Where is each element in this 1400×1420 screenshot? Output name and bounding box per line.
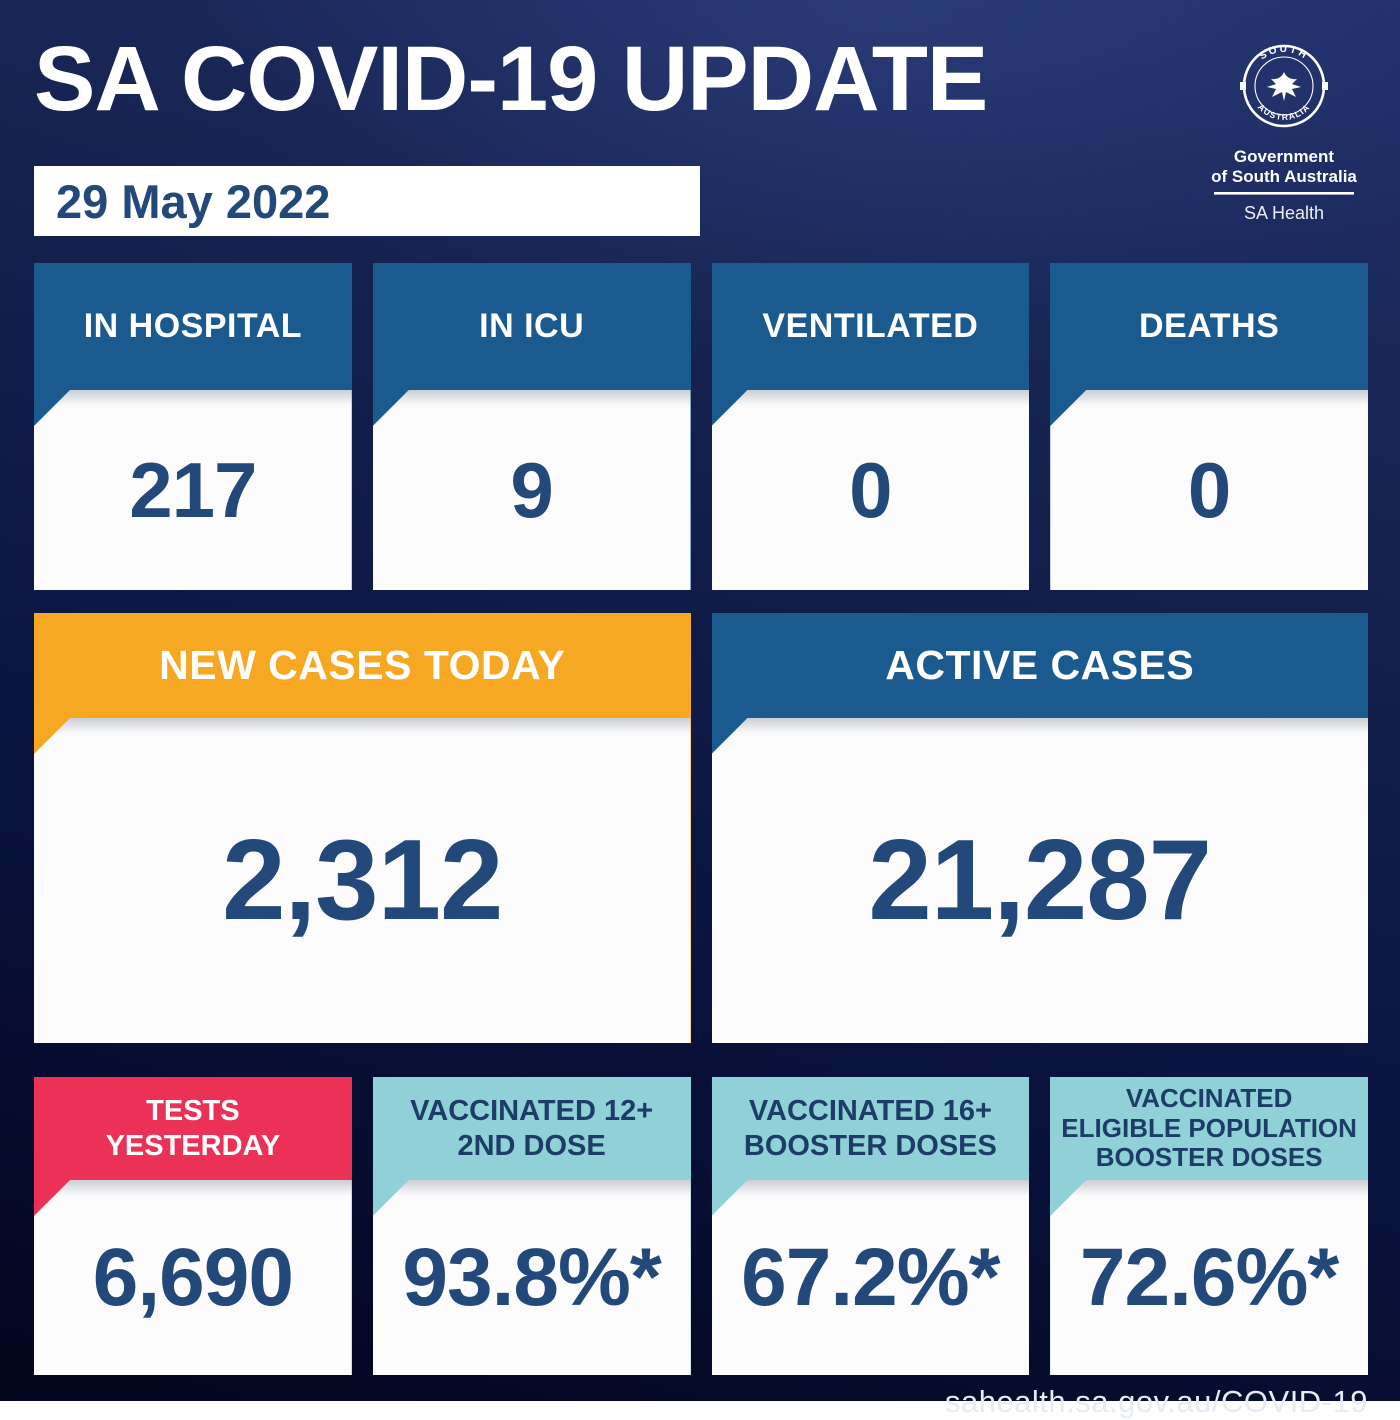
stat-card-deaths: DEATHS 0 bbox=[1050, 263, 1368, 590]
stat-label: DEATHS bbox=[1138, 307, 1280, 345]
stat-value: 2,312 bbox=[222, 816, 503, 944]
stat-card-header: IN HOSPITAL bbox=[34, 263, 352, 390]
report-date: 29 May 2022 bbox=[56, 174, 331, 228]
stat-label-line2: ELIGIBLE POPULATION bbox=[1061, 1112, 1357, 1143]
stat-card-vaccinated-eligible-booster: VACCINATED ELIGIBLE POPULATION BOOSTER D… bbox=[1050, 1077, 1368, 1375]
stats-row-hospitalisation: IN HOSPITAL 217 IN ICU 9 VENTILATED 0 bbox=[34, 263, 1368, 590]
stat-card-header: IN ICU bbox=[372, 263, 691, 390]
stats-row-tests-vaccination: TESTS YESTERDAY 6,690 VACCINATED 12+ 2ND… bbox=[34, 1077, 1368, 1375]
stat-label-line1: VACCINATED 12+ bbox=[410, 1095, 654, 1128]
stat-card-header: TESTS YESTERDAY bbox=[34, 1077, 352, 1180]
stat-card-body: 72.6%* bbox=[1050, 1180, 1368, 1375]
stat-value: 217 bbox=[129, 446, 257, 534]
stat-card-header: VENTILATED bbox=[711, 263, 1030, 390]
header: SA COVID-19 UPDATE SOUTH AUSTRALIA Gover… bbox=[34, 33, 1368, 223]
stat-card-vaccinated-12plus-2nd-dose: VACCINATED 12+ 2ND DOSE 93.8%* bbox=[372, 1077, 691, 1375]
stat-value: 0 bbox=[1187, 446, 1231, 534]
logo-ring-text-bottom: AUSTRALIA bbox=[1256, 102, 1312, 122]
page-title: SA COVID-19 UPDATE bbox=[34, 33, 1368, 125]
stat-value: 21,287 bbox=[868, 816, 1212, 944]
logo-ring-text-top: SOUTH bbox=[1258, 44, 1311, 62]
stat-label: NEW CASES TODAY bbox=[159, 642, 566, 688]
stat-value: 67.2%* bbox=[741, 1231, 1000, 1323]
stat-value: 0 bbox=[849, 446, 892, 534]
stat-card-header: VACCINATED 16+ BOOSTER DOSES bbox=[711, 1077, 1030, 1180]
sahealth-covid-url[interactable]: sahealth.sa.gov.au/COVID-19 bbox=[944, 1384, 1368, 1419]
stat-card-body: 6,690 bbox=[34, 1180, 352, 1375]
logo-gov-line2: of South Australia bbox=[1211, 167, 1357, 186]
stat-label-line1: VACCINATED 16+ bbox=[748, 1095, 992, 1128]
stat-card-tests-yesterday: TESTS YESTERDAY 6,690 bbox=[34, 1077, 352, 1375]
stat-card-vaccinated-16plus-booster: VACCINATED 16+ BOOSTER DOSES 67.2%* bbox=[711, 1077, 1030, 1375]
stat-card-in-hospital: IN HOSPITAL 217 bbox=[34, 263, 352, 590]
stat-label: ACTIVE CASES bbox=[885, 642, 1195, 688]
logo-ring-ornament-right bbox=[1322, 82, 1328, 90]
stat-card-header: ACTIVE CASES bbox=[711, 613, 1368, 718]
stat-label: IN ICU bbox=[479, 307, 585, 345]
stat-value: 6,690 bbox=[92, 1231, 294, 1323]
stat-card-body: 2,312 bbox=[34, 718, 691, 1043]
logo-inner-ring bbox=[1254, 56, 1314, 116]
stat-card-body: 9 bbox=[372, 390, 691, 590]
footer: sahealth.sa.gov.au/COVID-19 bbox=[34, 1384, 1368, 1420]
stat-value: 9 bbox=[510, 446, 553, 534]
logo-gov-line1: Government bbox=[1234, 147, 1334, 166]
stat-card-body: 217 bbox=[34, 390, 352, 590]
stat-value: 93.8%* bbox=[402, 1231, 661, 1323]
date-bar: 29 May 2022 bbox=[34, 166, 700, 236]
piping-shrike-bird-icon bbox=[1267, 72, 1301, 101]
stat-label: IN HOSPITAL bbox=[83, 307, 303, 345]
title-rest: COVID-19 UPDATE bbox=[156, 28, 988, 130]
stat-label-line2: BOOSTER DOSES bbox=[743, 1129, 997, 1162]
stat-card-in-icu: IN ICU 9 bbox=[372, 263, 691, 590]
stat-value: 72.6%* bbox=[1079, 1231, 1339, 1323]
stat-card-header: NEW CASES TODAY bbox=[34, 613, 691, 718]
stats-row-cases: NEW CASES TODAY 2,312 ACTIVE CASES 21,28… bbox=[34, 613, 1368, 1043]
stat-card-new-cases-today: NEW CASES TODAY 2,312 bbox=[34, 613, 691, 1043]
stat-card-body: 21,287 bbox=[711, 718, 1368, 1043]
stat-label-line3: BOOSTER DOSES bbox=[1095, 1142, 1323, 1173]
stat-card-body: 67.2%* bbox=[711, 1180, 1030, 1375]
logo-agency: SA Health bbox=[1244, 203, 1324, 223]
stat-card-header: VACCINATED ELIGIBLE POPULATION BOOSTER D… bbox=[1050, 1077, 1368, 1180]
stat-card-ventilated: VENTILATED 0 bbox=[711, 263, 1030, 590]
stat-label: VENTILATED bbox=[762, 307, 979, 345]
government-of-south-australia-logo: SOUTH AUSTRALIA Government of South Aust… bbox=[1211, 44, 1357, 223]
stat-card-body: 0 bbox=[711, 390, 1030, 590]
stat-label-line2: YESTERDAY bbox=[105, 1129, 281, 1162]
logo-divider bbox=[1214, 192, 1354, 195]
title-prefix: SA bbox=[34, 28, 157, 130]
stat-card-header: DEATHS bbox=[1050, 263, 1368, 390]
stat-label-line1: TESTS bbox=[146, 1095, 240, 1128]
stat-card-body: 93.8%* bbox=[372, 1180, 691, 1375]
stat-label-line2: 2ND DOSE bbox=[457, 1129, 606, 1162]
stat-card-body: 0 bbox=[1050, 390, 1368, 590]
logo-ring-ornament-left bbox=[1240, 82, 1246, 90]
stat-card-header: VACCINATED 12+ 2ND DOSE bbox=[372, 1077, 691, 1180]
stat-card-active-cases: ACTIVE CASES 21,287 bbox=[711, 613, 1368, 1043]
stat-label-line1: VACCINATED bbox=[1125, 1082, 1293, 1113]
